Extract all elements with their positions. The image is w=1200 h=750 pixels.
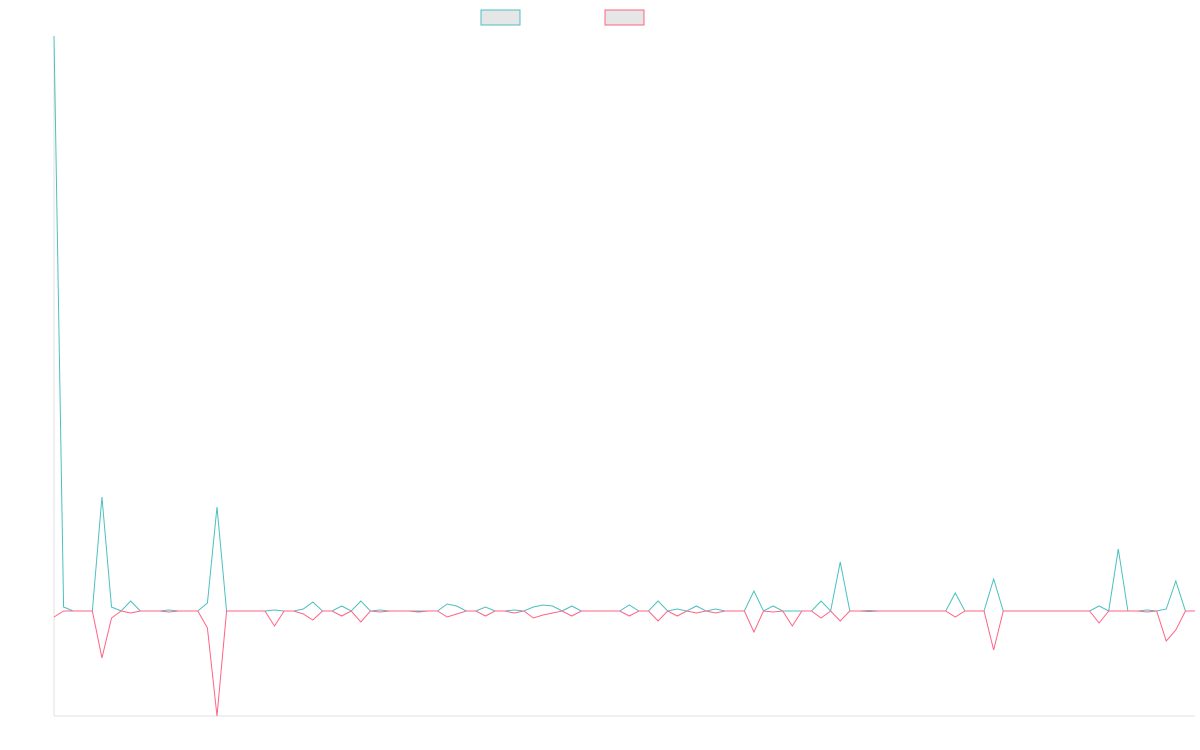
legend-swatch	[480, 9, 521, 26]
series-line	[53, 610, 1195, 717]
series-line	[53, 35, 1195, 613]
legend-swatch	[604, 9, 645, 26]
